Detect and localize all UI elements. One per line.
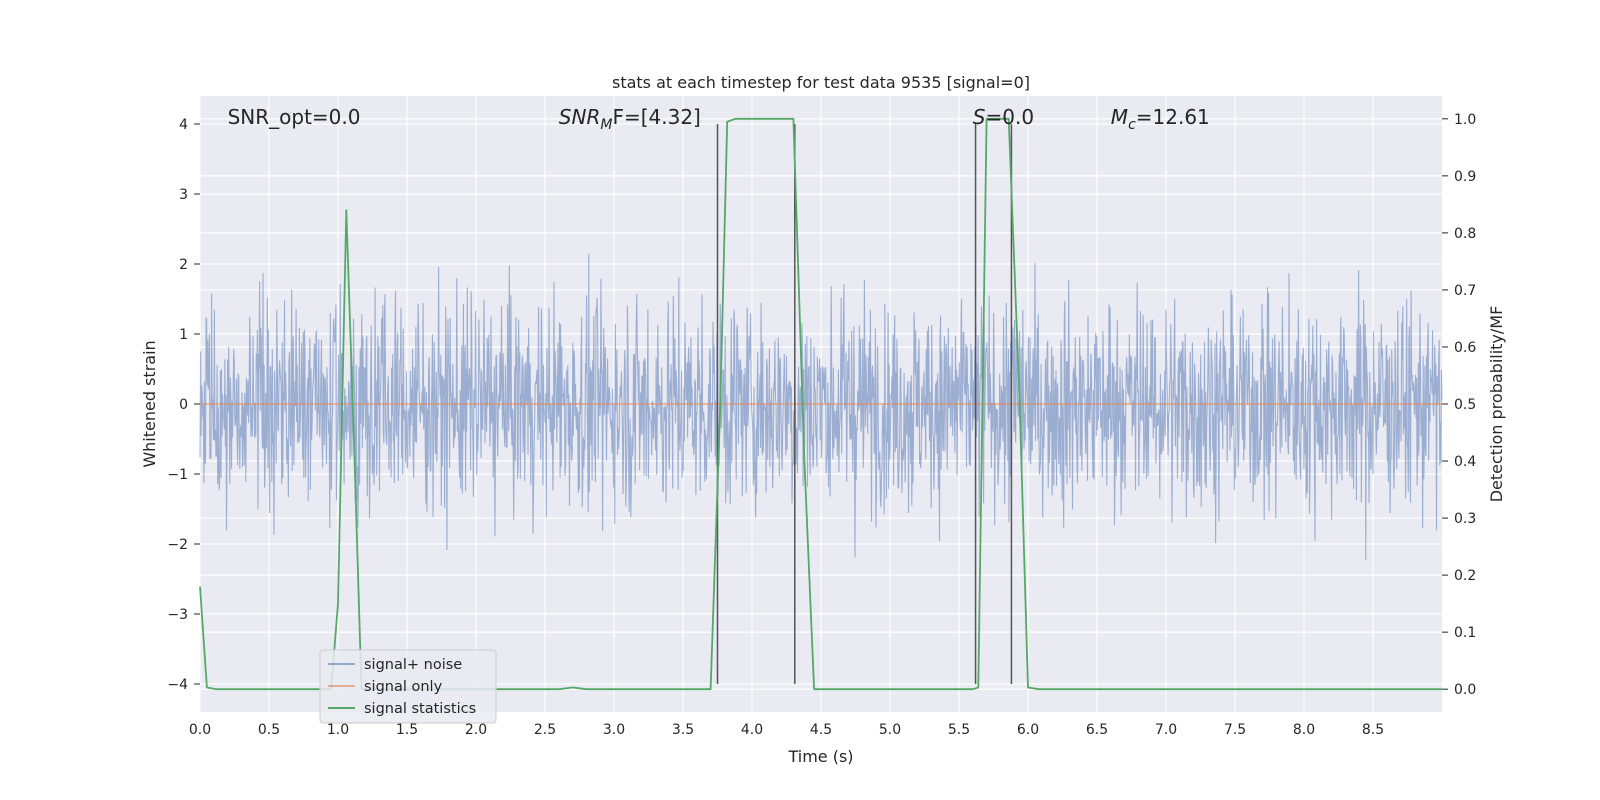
y-ticks: 4 3 2 1 0 −1 −2 −3 −4	[167, 117, 200, 693]
y2-tick-label: 0.0	[1454, 682, 1476, 698]
y-tick-label: −4	[167, 677, 188, 693]
x-tick-label: 2.5	[534, 722, 556, 738]
y-tick-label: 4	[179, 117, 188, 133]
x-tick-label: 4.5	[810, 722, 832, 738]
y2-axis-label: Detection probability/MF	[1487, 306, 1506, 503]
annotations: SNR_opt=0.0 SNRMF=[4.32] S=0.0 Mc=12.61	[228, 105, 1210, 133]
y-tick-label: −1	[167, 467, 188, 483]
x-tick-label: 3.0	[603, 722, 625, 738]
y2-ticks: 1.0 0.9 0.8 0.7 0.6 0.5 0.4 0.3 0.2 0.1 0.0	[1442, 112, 1476, 698]
annotation-3: Mc=12.61	[1111, 105, 1210, 133]
y2-tick-label: 0.5	[1454, 397, 1476, 413]
y-tick-label: 3	[179, 187, 188, 203]
y2-tick-label: 0.4	[1454, 454, 1476, 470]
x-tick-label: 6.5	[1086, 722, 1108, 738]
x-tick-label: 4.0	[741, 722, 763, 738]
legend: signal+ noise signal only signal statist…	[319, 649, 497, 724]
y2-tick-label: 0.9	[1454, 169, 1476, 185]
y2-tick-label: 0.7	[1454, 283, 1476, 299]
y2-tick-label: 0.2	[1454, 568, 1476, 584]
y-axis-label: Whitened strain	[140, 340, 159, 467]
series-signal-noise	[199, 253, 1443, 560]
x-tick-label: 0.5	[258, 722, 280, 738]
y2-tick-label: 0.8	[1454, 226, 1476, 242]
y-tick-label: −3	[167, 607, 188, 623]
legend-label-signal-only: signal only	[364, 679, 443, 695]
x-tick-label: 7.5	[1224, 722, 1246, 738]
y-tick-label: 2	[179, 257, 188, 273]
y2-tick-label: 1.0	[1454, 112, 1476, 128]
legend-label-signal-statistics: signal statistics	[364, 701, 476, 717]
annotation-0: SNR_opt=0.0	[228, 105, 361, 129]
y2-tick-label: 0.6	[1454, 340, 1476, 356]
x-tick-label: 8.5	[1362, 722, 1384, 738]
x-tick-label: 3.5	[672, 722, 694, 738]
y-tick-label: 1	[179, 327, 188, 343]
x-tick-label: 8.0	[1293, 722, 1315, 738]
x-tick-label: 5.5	[948, 722, 970, 738]
x-tick-label: 0.0	[189, 722, 211, 738]
chart-title: stats at each timestep for test data 953…	[612, 73, 1030, 92]
annotation-1: SNRMF=[4.32]	[559, 105, 701, 133]
x-tick-label: 1.5	[396, 722, 418, 738]
legend-box	[319, 649, 497, 724]
x-axis-label: Time (s)	[787, 747, 853, 766]
x-ticks: 0.0 0.5 1.0 1.5 2.0 2.5 3.0 3.5 4.0 4.5 5.0 5.5 6.0 6…	[189, 722, 1384, 738]
y2-tick-label: 0.1	[1454, 625, 1476, 641]
vertical-lines	[716, 124, 1013, 684]
x-tick-label: 5.0	[879, 722, 901, 738]
y-tick-label: 0	[179, 397, 188, 413]
x-tick-label: 1.0	[327, 722, 349, 738]
series-signal-statistics	[199, 117, 1442, 691]
legend-label-signal-noise: signal+ noise	[364, 657, 462, 673]
x-tick-label: 7.0	[1155, 722, 1177, 738]
y-tick-label: −2	[167, 537, 188, 553]
annotation-2: S=0.0	[973, 105, 1034, 129]
noise-line	[199, 253, 1443, 560]
y2-tick-label: 0.3	[1454, 511, 1476, 527]
x-tick-label: 2.0	[465, 722, 487, 738]
signal-statistics-line	[199, 117, 1442, 691]
x-tick-label: 6.0	[1017, 722, 1039, 738]
